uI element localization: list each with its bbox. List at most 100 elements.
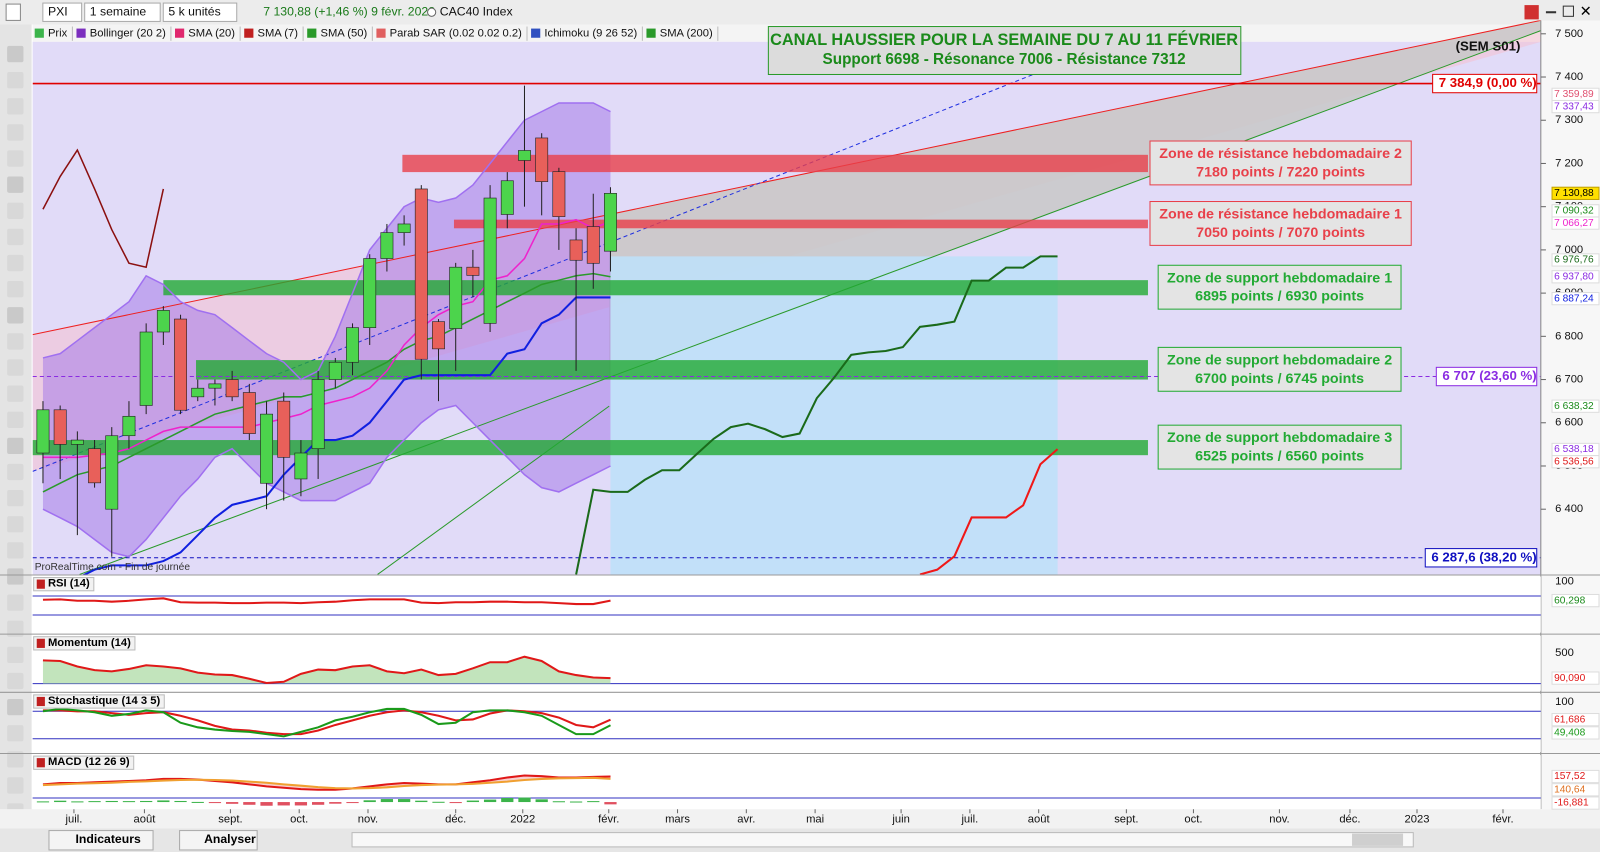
legend-label[interactable]: SMA (200): [660, 28, 713, 40]
level-label-box: [1424, 548, 1538, 568]
tool-icon[interactable]: [7, 202, 24, 219]
price-label: 7 066,27: [1554, 218, 1594, 229]
tool-icon[interactable]: [7, 254, 24, 272]
legend-label[interactable]: SMA (50): [320, 28, 367, 40]
tool-icon[interactable]: [7, 594, 24, 611]
units-field[interactable]: [162, 2, 238, 22]
tool-icon[interactable]: [7, 228, 24, 246]
tool-icon[interactable]: [7, 542, 24, 559]
histogram-bar: [157, 800, 170, 803]
histogram-bar: [535, 799, 548, 803]
histogram-bar: [415, 800, 428, 803]
tool-icon[interactable]: [7, 672, 24, 690]
close[interactable]: ✕: [1580, 4, 1592, 20]
candle-body: [449, 266, 463, 329]
legend-label[interactable]: Bollinger (20 2): [90, 28, 166, 40]
tool-icon[interactable]: [7, 45, 24, 63]
zone-title: Zone de résistance hebdomadaire 2: [1159, 146, 1402, 162]
chart-subtitle: Support 6698 - Résonance 7006 - Résistan…: [823, 51, 1186, 68]
tool-icon[interactable]: [7, 646, 24, 664]
tool-icon[interactable]: [7, 124, 24, 141]
tool-icon[interactable]: [7, 777, 24, 794]
zone: [163, 280, 1148, 296]
panel-background: [32, 693, 1541, 753]
analyze-button[interactable]: [179, 830, 258, 851]
tool-icon[interactable]: [7, 307, 24, 324]
histogram-bar: [363, 800, 376, 803]
tool-icon[interactable]: [7, 437, 24, 455]
chart-icon[interactable]: [5, 3, 21, 21]
panel-label: 61,686: [1554, 714, 1585, 725]
symbol[interactable]: PXI: [48, 4, 68, 18]
indicator-line: [42, 404, 611, 558]
legend-label[interactable]: Prix: [48, 28, 68, 40]
histogram-bar: [569, 801, 583, 803]
minimize[interactable]: [1545, 11, 1557, 14]
panel-label-box: [1551, 796, 1600, 810]
indicator-line: [42, 148, 165, 269]
maximize[interactable]: [1562, 5, 1574, 17]
candle-body: [380, 232, 394, 259]
level-label: 6 707 (23,60 %): [1442, 368, 1536, 383]
histogram-bar: [604, 802, 617, 805]
tool-icon[interactable]: [7, 281, 24, 298]
tool-icon[interactable]: [7, 620, 24, 637]
candle-body: [500, 180, 514, 215]
panel-title-box: [33, 755, 135, 770]
indicators-label[interactable]: Indicateurs: [76, 832, 141, 846]
tool-icon[interactable]: [7, 489, 24, 507]
tool-icon[interactable]: [7, 333, 24, 350]
tool-icon[interactable]: [7, 150, 24, 167]
scrollbar[interactable]: [351, 832, 1414, 848]
tool-icon[interactable]: [7, 463, 24, 481]
tool-icon[interactable]: [7, 385, 24, 402]
candle-body: [277, 400, 291, 458]
panel-label: -16,881: [1554, 798, 1589, 809]
panel-label: 49,408: [1554, 728, 1585, 739]
panel-label-box: [1551, 726, 1600, 740]
indicators-button[interactable]: [48, 830, 154, 851]
zone-title: Zone de support hebdomadaire 1: [1167, 270, 1392, 286]
tool-icon[interactable]: [7, 516, 24, 533]
tool-icon[interactable]: [7, 98, 24, 115]
time-axis: [0, 809, 1600, 829]
legend-label[interactable]: Ichimoku (9 26 52): [544, 28, 637, 40]
candle-body: [328, 361, 342, 380]
histogram-bar: [380, 799, 394, 803]
tool-icon[interactable]: [7, 176, 24, 193]
legend-label[interactable]: Parab SAR (0.02 0.02 0.2): [390, 28, 522, 40]
panel-title-box: [33, 577, 95, 592]
histogram-bar: [552, 801, 565, 803]
legend-swatch: [307, 28, 317, 38]
tool-icon[interactable]: [7, 725, 24, 742]
period-field[interactable]: [84, 2, 161, 22]
scroll-thumb[interactable]: [1352, 833, 1404, 846]
legend-label[interactable]: SMA (20): [188, 28, 235, 40]
legend-label[interactable]: SMA (7): [257, 28, 298, 40]
x-tick-label: 2022: [510, 813, 535, 825]
index-name: CAC40 Index: [440, 4, 513, 18]
tool-icon[interactable]: [7, 72, 24, 89]
x-tick-label: 2023: [1405, 813, 1430, 825]
period[interactable]: 1 semaine: [90, 4, 147, 18]
tool-icon[interactable]: [7, 568, 24, 585]
analyze-label[interactable]: Analyser: [204, 832, 256, 846]
candle-body: [105, 435, 119, 510]
tool-icon[interactable]: [7, 359, 24, 376]
candle-body: [242, 392, 256, 434]
histogram-bar: [122, 801, 136, 803]
panel-label-box: [1551, 671, 1600, 685]
tool-icon[interactable]: [7, 751, 24, 768]
panel-label: 60,298: [1554, 595, 1585, 606]
symbol-field[interactable]: [42, 2, 83, 22]
window-icon[interactable]: [1524, 5, 1539, 20]
tools: [7, 45, 24, 820]
tool-icon[interactable]: [7, 698, 24, 716]
units[interactable]: 5 k unités: [168, 4, 220, 18]
tool-icon[interactable]: [7, 411, 24, 428]
y-tick-label: 7 200: [1555, 157, 1583, 169]
price-label: 6 976,76: [1554, 255, 1594, 266]
radio[interactable]: [427, 7, 437, 17]
panel-title-icon: [36, 696, 45, 707]
